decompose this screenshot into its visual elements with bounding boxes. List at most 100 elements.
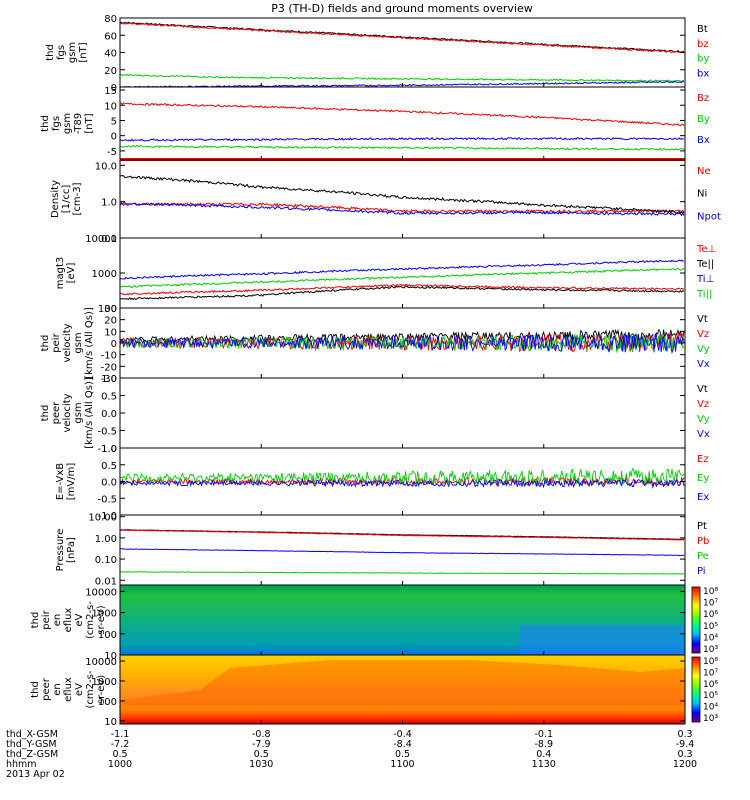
- legend-Ey: Ey: [697, 473, 709, 484]
- y-axis-label: thd: [40, 405, 51, 422]
- y-axis-label: peir: [51, 332, 62, 352]
- y-tick-label: 10000: [85, 587, 117, 598]
- x-row-value: 1000: [108, 759, 132, 770]
- panel-8: Pt Pb Pe Pi 0.01 0.10 1.00 10.00 Pressure [nPa]: [55, 513, 709, 588]
- panel-7: Ez Ey Ex -1.0 -0.5 0.0 0.5 1.0 E=-VxB [mV/m]: [55, 444, 709, 522]
- y-tick-label: 30: [104, 304, 117, 315]
- y-axis-label: peer: [51, 401, 62, 425]
- y-axis-label: Density: [50, 180, 61, 218]
- panel-frame: [119, 237, 686, 309]
- y-axis-label: fgs: [56, 45, 67, 60]
- x-row-value: 1130: [532, 759, 556, 770]
- y-tick-label: 10.0: [95, 161, 117, 172]
- panel-4: Te⊥ Te|| Ti⊥ Ti|| 100 1000 10000 magt3 [eV]: [55, 234, 716, 315]
- y-tick-label: -1.0: [97, 511, 117, 522]
- x-row-value: 0.3: [677, 749, 692, 760]
- y-tick-label: -30: [101, 374, 117, 385]
- y-axis-label: en: [52, 614, 63, 627]
- y-tick-label: 10000: [85, 657, 117, 668]
- spectrogram-peak-band: [120, 660, 685, 705]
- spectrogram-electron: [120, 655, 685, 724]
- series-line-by: [119, 73, 685, 83]
- legend-Ni: Ni: [697, 189, 707, 200]
- x-row-value: -8.9: [534, 739, 553, 750]
- series-line-Pb: [119, 529, 685, 541]
- y-axis-label: velocity: [62, 323, 73, 362]
- y-tick-label: 100: [98, 630, 117, 641]
- y-tick-label: 1000: [92, 609, 117, 620]
- legend-Vx: Vx: [697, 359, 710, 370]
- y-tick-label: 80: [104, 14, 117, 25]
- x-row-value: 0.3: [677, 729, 692, 740]
- y-axis-label: peir: [41, 609, 52, 629]
- y-axis-label: [nPa]: [66, 537, 77, 563]
- y-axis-label: [nT]: [78, 42, 89, 62]
- legend-Vt: Vt: [697, 314, 708, 325]
- colorbar: [691, 656, 701, 723]
- panel-frame: [119, 377, 686, 449]
- y-tick-label: 5: [111, 116, 117, 127]
- legend-Pe: Pe: [697, 551, 709, 562]
- y-tick-label: 1.0: [101, 374, 117, 385]
- y-axis-label: eV: [74, 613, 85, 626]
- colorbar-tick-label: 10⁵: [703, 691, 718, 701]
- y-tick-label: 0: [111, 83, 117, 94]
- x-row-value: -0.8: [252, 729, 271, 740]
- colorbar-tick-label: 10⁸: [703, 657, 718, 667]
- series-line-Ex: [119, 477, 685, 489]
- y-axis-label: peer: [41, 677, 52, 701]
- y-axis-label: sr-eV): [96, 675, 107, 704]
- x-row-value: 0.5: [112, 749, 127, 760]
- y-axis-label: velocity: [62, 393, 73, 432]
- colorbar-tick-label: 10⁷: [703, 599, 718, 609]
- legend-Ti||: Ti||: [696, 289, 712, 300]
- legend-Pi: Pi: [697, 566, 706, 577]
- x-row-label: thd_X-GSM: [6, 729, 58, 740]
- x-row-value: 1030: [249, 759, 273, 770]
- date-label: 2013 Apr 02: [6, 769, 65, 780]
- colorbar-tick-label: 10⁷: [703, 668, 718, 678]
- legend-Vz: Vz: [697, 399, 709, 410]
- y-tick-label: 100: [98, 697, 117, 708]
- y-axis-label: thd: [40, 335, 51, 352]
- series-line-Pe: [119, 571, 685, 575]
- figure-title: P3 (TH-D) fields and ground moments over…: [271, 2, 533, 15]
- x-row-value: -0.1: [534, 729, 553, 740]
- legend-Ex: Ex: [697, 492, 709, 503]
- x-row-value: 0.4: [536, 749, 551, 760]
- series-line-Te⊥: [119, 283, 685, 296]
- y-axis-label: thd: [45, 44, 56, 61]
- colorbar-tick-label: 10⁵: [703, 622, 718, 632]
- y-tick-label: 10: [104, 717, 117, 728]
- series-line-Pi: [120, 548, 685, 556]
- x-row-value: -8.4: [393, 739, 412, 750]
- y-axis-label: [cm-3]: [72, 182, 83, 215]
- y-tick-label: -0.5: [97, 494, 117, 505]
- colorbar-tick-label: 10⁶: [703, 610, 718, 620]
- panel-frame: [119, 159, 686, 239]
- y-tick-label: 60: [104, 31, 117, 42]
- y-axis-label: thd: [40, 115, 51, 132]
- series-line-Te||: [119, 285, 685, 301]
- y-tick-label: 0.5: [101, 392, 117, 403]
- legend-by: by: [697, 54, 709, 65]
- series-line-Ti||: [119, 267, 685, 288]
- y-axis-label: eV: [74, 683, 85, 696]
- legend-Vt: Vt: [697, 384, 708, 395]
- legend-Vy: Vy: [697, 414, 710, 425]
- x-row-value: -7.9: [252, 739, 271, 750]
- legend-Bx: Bx: [697, 135, 710, 146]
- panel-3: Ne Ni Npot 0.1 1.0 10.0 Density [1/cc] [cm-3]: [50, 159, 721, 245]
- y-tick-label: 20: [104, 316, 117, 327]
- y-tick-label: 100: [98, 304, 117, 315]
- series-line-By: [119, 144, 685, 151]
- colorbar-tick-label: 10³: [703, 645, 718, 655]
- x-row-label: thd_Y-GSM: [6, 739, 57, 750]
- spectrogram-low-flux-region: [520, 625, 685, 655]
- y-axis-label: -T89: [73, 113, 84, 135]
- x-row-value: 1200: [673, 759, 697, 770]
- y-axis-label: thd: [30, 612, 41, 629]
